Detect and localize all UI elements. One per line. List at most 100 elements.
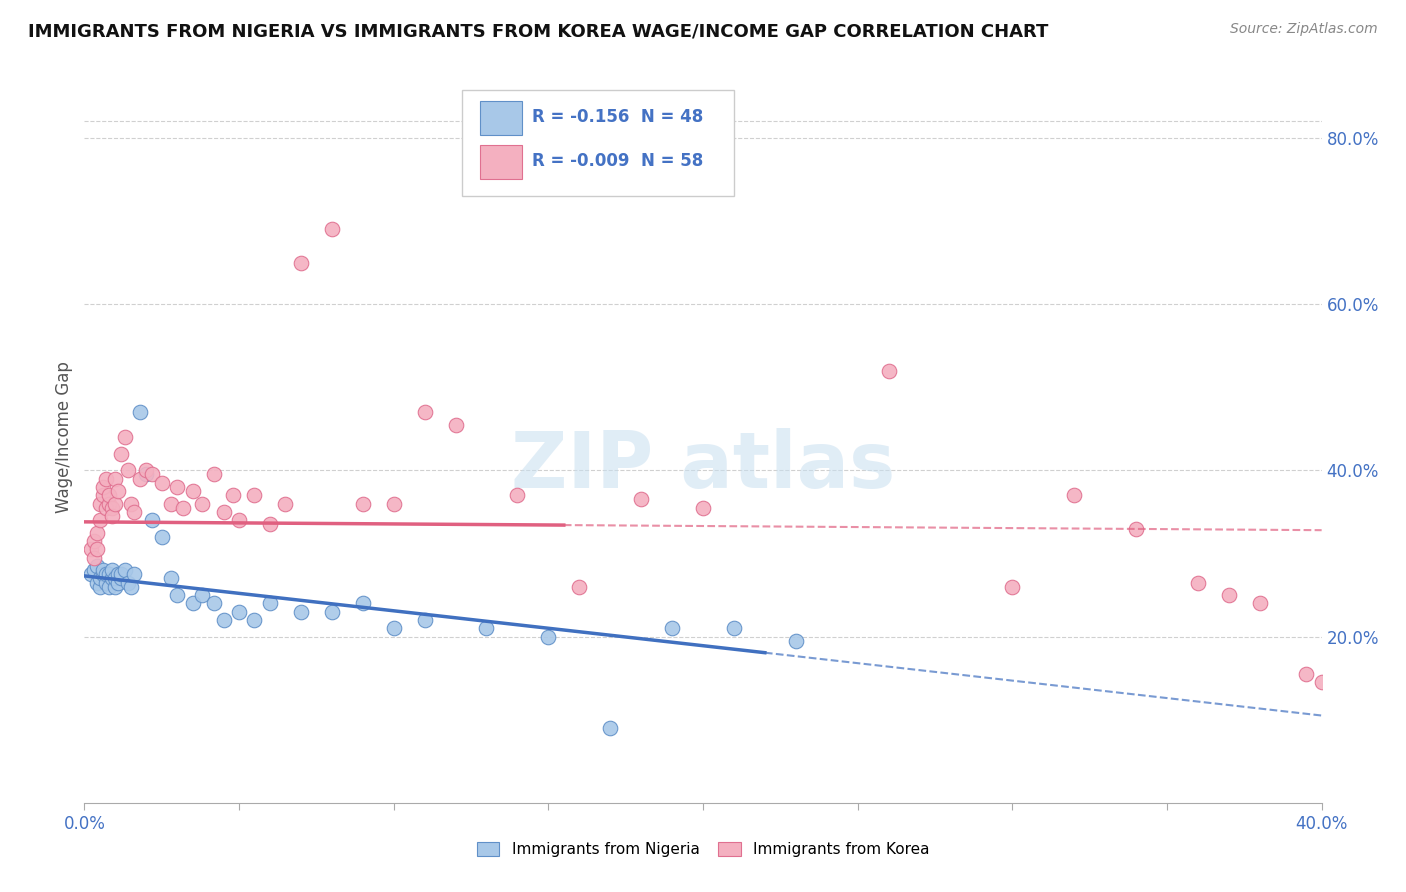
Point: [413, 613, 436, 627]
Point: [212, 613, 235, 627]
Point: [101, 500, 124, 515]
Point: [135, 467, 157, 482]
Point: [83, 533, 105, 548]
Point: [107, 484, 129, 499]
Point: [110, 567, 132, 582]
Point: [94, 567, 117, 582]
Point: [212, 505, 235, 519]
Point: [98, 567, 121, 582]
Point: [243, 488, 266, 502]
Point: [150, 530, 173, 544]
Point: [259, 596, 281, 610]
Point: [1249, 596, 1271, 610]
Point: [98, 580, 121, 594]
Point: [160, 497, 183, 511]
FancyBboxPatch shape: [481, 145, 523, 179]
Point: [79, 542, 101, 557]
Point: [101, 509, 124, 524]
Point: [83, 550, 105, 565]
Point: [122, 505, 145, 519]
Point: [129, 472, 152, 486]
Point: [120, 580, 142, 594]
Point: [166, 588, 188, 602]
Point: [1187, 575, 1209, 590]
Point: [692, 500, 714, 515]
Point: [98, 488, 121, 502]
Point: [630, 492, 652, 507]
Point: [1125, 521, 1147, 535]
Point: [86, 558, 108, 573]
Point: [160, 571, 183, 585]
Point: [141, 513, 163, 527]
Point: [1001, 580, 1024, 594]
Point: [321, 222, 343, 236]
Point: [110, 571, 132, 585]
Point: [94, 500, 117, 515]
Point: [506, 488, 529, 502]
Text: IMMIGRANTS FROM NIGERIA VS IMMIGRANTS FROM KOREA WAGE/INCOME GAP CORRELATION CHA: IMMIGRANTS FROM NIGERIA VS IMMIGRANTS FR…: [28, 22, 1049, 40]
Y-axis label: Wage/Income Gap: Wage/Income Gap: [55, 361, 73, 513]
Point: [94, 472, 117, 486]
Point: [89, 513, 111, 527]
Point: [129, 405, 152, 419]
Point: [1063, 488, 1085, 502]
Point: [321, 605, 343, 619]
Point: [86, 525, 108, 540]
Point: [107, 575, 129, 590]
Point: [83, 563, 105, 577]
Point: [222, 488, 245, 502]
Point: [382, 621, 405, 635]
Point: [413, 405, 436, 419]
Text: ZIP atlas: ZIP atlas: [510, 428, 896, 504]
Point: [107, 567, 129, 582]
Point: [274, 497, 297, 511]
Point: [91, 480, 114, 494]
Point: [94, 575, 117, 590]
Point: [568, 580, 591, 594]
Text: Source: ZipAtlas.com: Source: ZipAtlas.com: [1230, 22, 1378, 37]
Point: [191, 588, 214, 602]
Point: [104, 472, 127, 486]
Point: [228, 605, 250, 619]
Point: [114, 430, 136, 444]
Point: [599, 721, 621, 735]
Point: [101, 563, 124, 577]
Point: [290, 255, 312, 269]
Point: [101, 571, 124, 585]
Point: [537, 630, 560, 644]
Point: [181, 484, 204, 499]
Point: [661, 621, 683, 635]
FancyBboxPatch shape: [461, 90, 734, 195]
Point: [104, 497, 127, 511]
Point: [202, 467, 225, 482]
Point: [89, 580, 111, 594]
Point: [122, 567, 145, 582]
Point: [91, 563, 114, 577]
Point: [172, 500, 194, 515]
Point: [352, 596, 374, 610]
Point: [98, 497, 121, 511]
Point: [91, 488, 114, 502]
Point: [1218, 588, 1240, 602]
Text: R = -0.156  N = 48: R = -0.156 N = 48: [533, 109, 703, 127]
Point: [79, 567, 101, 582]
Text: R = -0.009  N = 58: R = -0.009 N = 58: [533, 153, 703, 170]
Point: [181, 596, 204, 610]
Point: [877, 363, 900, 377]
Point: [117, 463, 139, 477]
Point: [382, 497, 405, 511]
Point: [1295, 667, 1317, 681]
Point: [110, 447, 132, 461]
Point: [723, 621, 745, 635]
Point: [135, 463, 157, 477]
Point: [475, 621, 498, 635]
Point: [120, 497, 142, 511]
Point: [202, 596, 225, 610]
Point: [1310, 675, 1333, 690]
FancyBboxPatch shape: [481, 102, 523, 135]
Point: [104, 571, 127, 585]
Point: [166, 480, 188, 494]
Point: [104, 580, 127, 594]
Point: [228, 513, 250, 527]
Point: [91, 567, 114, 582]
